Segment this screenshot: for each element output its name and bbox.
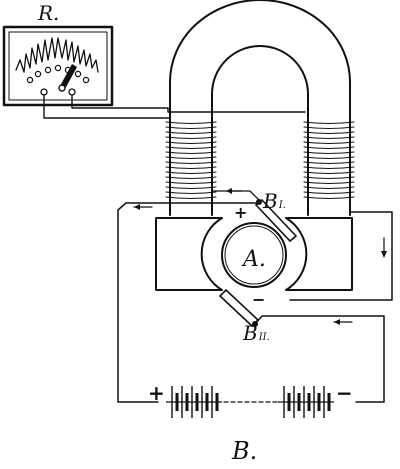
- magnet-yoke-inner: [211, 45, 309, 216]
- coil-turn: [165, 131, 217, 135]
- coil-turn: [303, 156, 355, 160]
- coil-turn: [165, 156, 217, 160]
- coil-turn: [303, 176, 355, 180]
- battery-plus-sign: +: [148, 381, 165, 405]
- coil-turn: [303, 186, 355, 190]
- coil-turn: [165, 161, 217, 165]
- rheostat: R.: [2, 1, 114, 107]
- horseshoe-magnet: [169, 0, 351, 216]
- coil-turn: [165, 191, 217, 195]
- pole-piece-left: [155, 217, 223, 291]
- wire-right-loop: [289, 211, 393, 301]
- rheostat-pivot: [58, 84, 66, 92]
- armature: A.: [221, 222, 287, 288]
- rheostat-frame: [2, 25, 114, 107]
- brush-top: [254, 198, 298, 243]
- pole-piece-right: [285, 217, 353, 291]
- rheostat-lead-inner: [71, 94, 306, 113]
- coil-turn: [303, 191, 355, 195]
- battery-minus-sign: −: [336, 381, 353, 405]
- coil-turn: [303, 196, 355, 200]
- coil-turn: [303, 121, 355, 125]
- rheostat-inner-frame: [8, 31, 108, 101]
- coil-turn: [165, 181, 217, 185]
- coil-turn: [165, 146, 217, 150]
- wire-left-loop: [117, 202, 257, 403]
- coil-turn: [165, 171, 217, 175]
- coil-turn: [165, 151, 217, 155]
- rheostat-terminal-left: [40, 88, 48, 96]
- coil-turn: [303, 141, 355, 145]
- coil-turn: [303, 131, 355, 135]
- coil-turn: [165, 176, 217, 180]
- brush-top-label: BI.: [262, 189, 286, 213]
- coil-turn: [303, 146, 355, 150]
- battery: + −: [148, 381, 353, 418]
- coil-turn: [303, 166, 355, 170]
- coil-turn: [303, 161, 355, 165]
- armature-label: A.: [241, 247, 266, 272]
- field-coil-right: [303, 121, 355, 200]
- coil-turn: [165, 136, 217, 140]
- magnet-yoke: [169, 0, 351, 216]
- rheostat-terminal-right: [68, 88, 76, 96]
- battery-cells-right: [278, 386, 334, 418]
- rheostat-slider-arm: [60, 64, 77, 89]
- coil-turn: [303, 136, 355, 140]
- armature-outline: [221, 222, 287, 288]
- rheostat-label: R.: [37, 1, 59, 25]
- coil-turn: [165, 121, 217, 125]
- brush-bottom-label: BII.: [242, 321, 270, 345]
- coil-turn: [165, 141, 217, 145]
- figure-caption: B.: [231, 437, 257, 465]
- coil-turn: [303, 171, 355, 175]
- brush-minus-sign: −: [252, 290, 265, 309]
- rheostat-lead-outer: [43, 94, 171, 119]
- coil-turn: [303, 126, 355, 130]
- coil-turn: [303, 181, 355, 185]
- coil-turn: [165, 196, 217, 200]
- field-coil-left: [165, 121, 217, 200]
- coil-turn: [303, 151, 355, 155]
- coil-turn: [165, 186, 217, 190]
- battery-cells-left: [166, 386, 222, 418]
- current-arrows: [133, 188, 387, 325]
- coil-turn: [165, 166, 217, 170]
- rheostat-contacts: [26, 64, 90, 84]
- armature-core: [224, 225, 284, 285]
- rheostat-coil: [15, 37, 99, 73]
- coil-turn: [165, 126, 217, 130]
- wire-bottom-loop: [254, 315, 385, 403]
- brush-plus-sign: +: [234, 203, 247, 222]
